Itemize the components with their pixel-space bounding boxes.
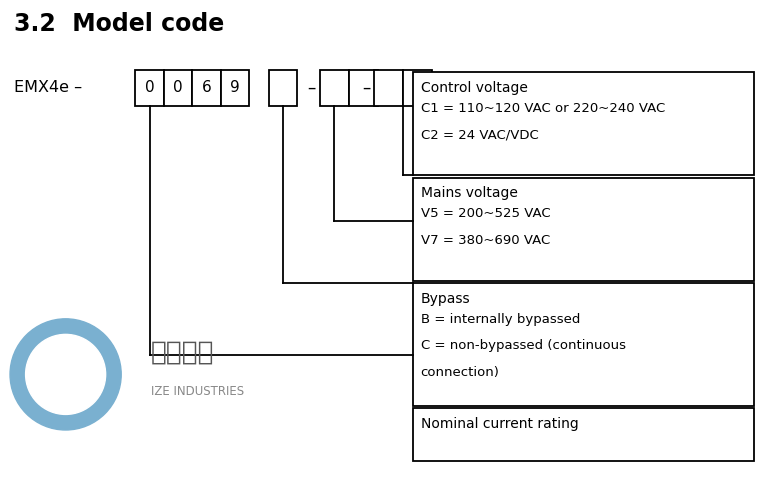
Text: Mains voltage: Mains voltage bbox=[421, 186, 517, 200]
Ellipse shape bbox=[10, 319, 121, 430]
Text: B = internally bypassed: B = internally bypassed bbox=[421, 313, 580, 326]
Text: connection): connection) bbox=[421, 366, 499, 379]
Text: V7 = 380~690 VAC: V7 = 380~690 VAC bbox=[421, 234, 550, 247]
Text: Nominal current rating: Nominal current rating bbox=[421, 417, 578, 431]
Text: V5 = 200~525 VAC: V5 = 200~525 VAC bbox=[421, 207, 550, 220]
Text: 3.2  Model code: 3.2 Model code bbox=[14, 12, 224, 36]
Text: Bypass: Bypass bbox=[421, 292, 470, 306]
Text: C1 = 110~120 VAC or 220~240 VAC: C1 = 110~120 VAC or 220~240 VAC bbox=[421, 102, 665, 115]
Text: 0: 0 bbox=[144, 80, 154, 95]
Bar bbox=[269, 70, 297, 106]
Bar bbox=[413, 178, 754, 281]
Text: C = non-bypassed (continuous: C = non-bypassed (continuous bbox=[421, 339, 626, 352]
Text: C2 = 24 VAC/VDC: C2 = 24 VAC/VDC bbox=[421, 128, 539, 141]
Bar bbox=[374, 70, 403, 106]
Text: IZE INDUSTRIES: IZE INDUSTRIES bbox=[151, 384, 244, 398]
Text: 6: 6 bbox=[201, 80, 212, 95]
Text: EMX4e –: EMX4e – bbox=[14, 80, 82, 96]
Text: Control voltage: Control voltage bbox=[421, 81, 527, 95]
Bar bbox=[135, 70, 164, 106]
Bar bbox=[403, 70, 432, 106]
Bar bbox=[192, 70, 221, 106]
Bar bbox=[413, 283, 754, 406]
Text: 9: 9 bbox=[230, 80, 240, 95]
Bar bbox=[164, 70, 192, 106]
Bar bbox=[413, 72, 754, 175]
Text: 爱泽工业: 爱泽工业 bbox=[151, 340, 214, 366]
Bar bbox=[349, 70, 378, 106]
Ellipse shape bbox=[25, 335, 106, 414]
Bar bbox=[413, 408, 754, 461]
Text: –: – bbox=[363, 79, 371, 97]
Text: 0: 0 bbox=[173, 80, 183, 95]
Bar bbox=[320, 70, 349, 106]
Bar bbox=[221, 70, 249, 106]
Text: –: – bbox=[308, 79, 316, 97]
